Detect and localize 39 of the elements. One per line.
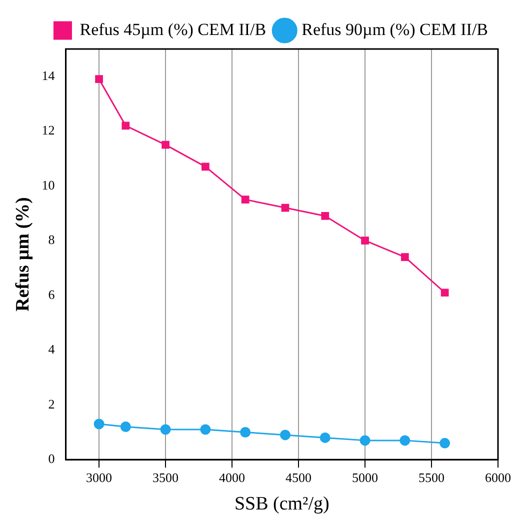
point bbox=[240, 426, 251, 438]
point bbox=[360, 435, 370, 446]
y-tick-label: 4 bbox=[48, 342, 56, 357]
point bbox=[94, 418, 104, 430]
y-tick-label: 10 bbox=[42, 177, 55, 192]
point bbox=[320, 432, 330, 443]
point bbox=[361, 236, 369, 245]
point bbox=[162, 140, 170, 149]
point bbox=[160, 424, 171, 435]
legend-label: Refus 45µm (%) CEM II/B bbox=[80, 20, 266, 39]
point bbox=[120, 422, 131, 432]
x-tick-label: 3500 bbox=[152, 470, 179, 485]
x-tick-label: 3000 bbox=[86, 470, 112, 485]
point bbox=[200, 424, 211, 435]
point bbox=[280, 430, 290, 440]
y-tick-label: 12 bbox=[42, 122, 55, 138]
x-tick-label: 6000 bbox=[485, 470, 511, 485]
point bbox=[95, 75, 103, 84]
y-tick-label: 6 bbox=[48, 286, 56, 302]
y-tick-label: 8 bbox=[48, 232, 55, 248]
x-tick-label: 4000 bbox=[219, 470, 246, 485]
point bbox=[440, 438, 450, 448]
x-tick-label: 4500 bbox=[286, 470, 312, 485]
point bbox=[281, 204, 290, 212]
legend-label: Refus 90µm (%) CEM II/B bbox=[302, 20, 488, 39]
y-tick-label: 14 bbox=[42, 68, 56, 83]
point bbox=[321, 212, 330, 220]
y-tick-label: 2 bbox=[48, 396, 55, 412]
y-axis-title: Refus µm (%) bbox=[12, 197, 34, 312]
point bbox=[202, 162, 210, 171]
point bbox=[400, 253, 409, 261]
x-tick-label: 5000 bbox=[352, 470, 378, 485]
x-tick-label: 5500 bbox=[418, 470, 445, 485]
point bbox=[241, 196, 250, 204]
x-axis-title: SSB (cm²/g) bbox=[234, 494, 330, 515]
point bbox=[440, 288, 449, 297]
point bbox=[400, 435, 410, 446]
point bbox=[122, 122, 130, 130]
y-tick-label: 0 bbox=[48, 451, 55, 466]
